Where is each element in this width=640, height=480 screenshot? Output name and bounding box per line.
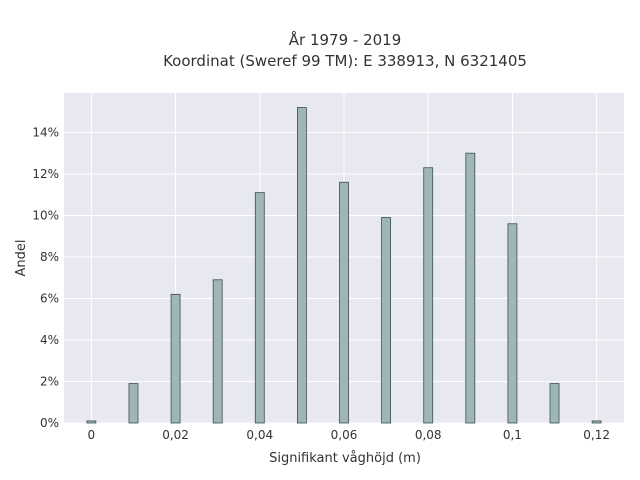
histogram-bar [465,152,476,424]
x-axis-label: Signifikant våghöjd (m) [269,451,421,466]
histogram-bar [507,223,518,424]
chart-title-line-1: År 1979 - 2019 [289,30,402,49]
histogram-bar [254,192,265,424]
x-tick-label: 0 [88,428,96,442]
histogram-bar [381,217,392,424]
x-tick-label: 0,04 [246,428,273,442]
y-tick-label: 0% [40,416,59,430]
y-tick-label: 8% [40,250,59,264]
y-tick-label: 12% [32,167,59,181]
histogram-bar [212,279,223,424]
histogram-bar [339,181,349,424]
y-tick-label: 4% [40,333,59,347]
y-tick-label: 10% [32,208,59,222]
histogram-bar [128,383,139,424]
y-tick-label: 2% [40,374,59,388]
histogram-bar [591,420,602,424]
x-tick-label: 0,12 [583,428,610,442]
y-axis-label: Andel [14,240,29,277]
x-tick-label: 0,06 [331,428,358,442]
histogram-bar [86,420,97,424]
x-tick-label: 0,1 [503,428,522,442]
x-axis-ticks: 0 0,02 0,04 0,06 0,08 0,1 0,12 [88,428,610,442]
y-axis-ticks: 0% 2% 4% 6% 8% 10% 12% 14% [32,125,59,430]
x-tick-label: 0,08 [415,428,442,442]
chart-title-line-2: Koordinat (Sweref 99 TM): E 338913, N 63… [163,52,527,70]
y-tick-label: 6% [40,291,59,305]
x-tick-label: 0,02 [162,428,189,442]
histogram-bar [549,383,560,424]
bars [86,107,602,424]
histogram-bar [296,107,307,424]
histogram-bar [423,167,434,424]
y-tick-label: 14% [32,125,59,139]
histogram-bar [170,293,181,424]
